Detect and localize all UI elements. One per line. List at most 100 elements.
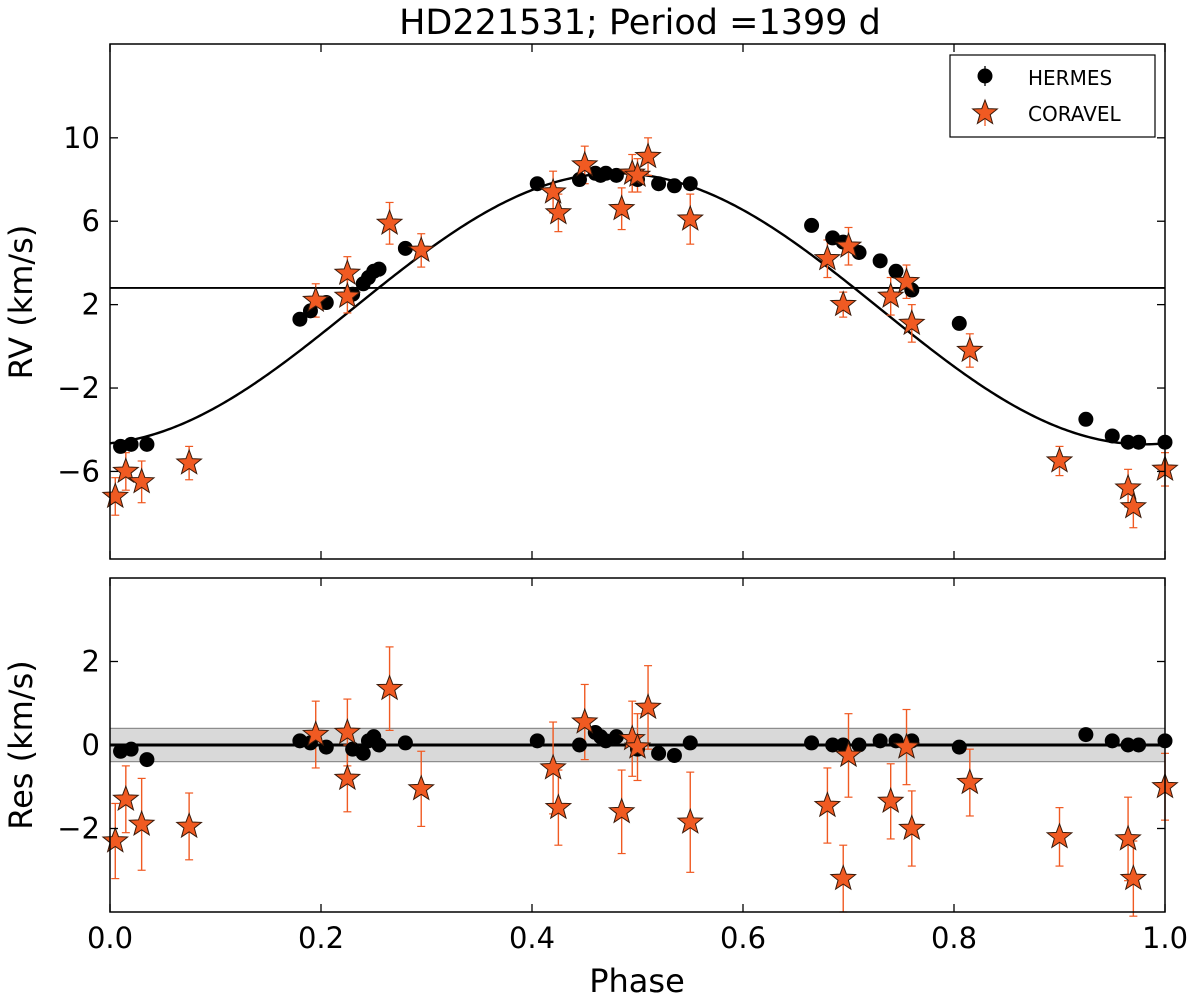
coravel-point bbox=[634, 692, 662, 720]
hermes-point bbox=[371, 261, 387, 277]
coravel-point bbox=[834, 741, 863, 768]
hermes-point bbox=[825, 737, 841, 753]
coravel-point bbox=[623, 732, 652, 759]
legend-label-coravel: CORAVEL bbox=[1028, 102, 1122, 126]
rv-ytick-label: 2 bbox=[82, 288, 100, 322]
legend: HERMES CORAVEL bbox=[949, 54, 1156, 138]
orbit-model-curve bbox=[109, 172, 1166, 446]
hermes-point bbox=[682, 176, 698, 192]
rv-y-axis-label: RV (km/s) bbox=[2, 225, 40, 380]
hermes-point bbox=[872, 253, 888, 269]
residuals-panel: 2 0 −2 Res (km/s) bbox=[2, 577, 1179, 917]
res-ytick-label: 0 bbox=[82, 728, 100, 762]
coravel-point bbox=[333, 281, 362, 308]
coravel-point bbox=[407, 235, 435, 263]
hermes-point bbox=[951, 739, 967, 755]
coravel-point bbox=[1114, 473, 1142, 500]
res-ytick-label: −2 bbox=[57, 812, 100, 846]
hermes-point bbox=[371, 737, 387, 753]
coravel-point bbox=[634, 142, 662, 169]
hermes-point bbox=[1131, 434, 1147, 450]
legend-coravel-marker bbox=[971, 98, 999, 125]
coravel-point bbox=[898, 814, 926, 841]
x-tick-label: 0.8 bbox=[931, 921, 977, 955]
coravel-point bbox=[127, 809, 156, 836]
coravel-point bbox=[1045, 822, 1074, 849]
hermes-point bbox=[666, 747, 682, 763]
hermes-point bbox=[888, 263, 904, 279]
legend-label-hermes: HERMES bbox=[1028, 66, 1112, 90]
coravel-point bbox=[539, 177, 567, 204]
coravel-point bbox=[407, 774, 435, 801]
coravel-point bbox=[834, 231, 863, 258]
rv-ytick-label: −2 bbox=[57, 371, 100, 405]
coravel-point bbox=[956, 768, 984, 795]
coravel-point bbox=[829, 290, 857, 317]
hermes-point bbox=[571, 737, 587, 753]
hermes-point bbox=[571, 172, 587, 188]
hermes-point bbox=[1104, 733, 1120, 749]
hermes-point bbox=[851, 737, 867, 753]
res-ytick-label: 2 bbox=[82, 645, 100, 679]
hermes-point bbox=[651, 745, 667, 761]
x-axis-label: Phase bbox=[589, 962, 685, 1000]
hermes-point bbox=[1131, 737, 1147, 753]
coravel-point bbox=[1119, 864, 1148, 891]
rv-plot-frame bbox=[109, 43, 1166, 560]
coravel-point bbox=[101, 482, 129, 509]
hermes-point bbox=[1104, 428, 1120, 444]
coravel-point bbox=[544, 198, 573, 225]
coravel-point bbox=[607, 194, 636, 221]
coravel-point bbox=[571, 707, 599, 734]
hermes-point bbox=[1120, 737, 1136, 753]
coravel-point bbox=[375, 674, 404, 701]
hermes-point bbox=[397, 735, 413, 751]
coravel-point bbox=[892, 732, 921, 759]
hermes-point bbox=[123, 436, 139, 452]
rv-ytick-label: 10 bbox=[63, 121, 100, 155]
coravel-point bbox=[876, 281, 905, 308]
coravel-point bbox=[607, 797, 636, 824]
hermes-point bbox=[123, 741, 139, 757]
coravel-point bbox=[829, 864, 857, 891]
coravel-point bbox=[175, 448, 203, 475]
coravel-point bbox=[101, 826, 129, 853]
hermes-point bbox=[951, 315, 967, 331]
coravel-point bbox=[892, 267, 921, 294]
coravel-point bbox=[333, 718, 362, 745]
coravel-point bbox=[127, 467, 156, 494]
coravel-point bbox=[1114, 824, 1142, 851]
hermes-point bbox=[1078, 411, 1094, 427]
hermes-point bbox=[139, 436, 155, 452]
chart-title: HD221531; Period =1399 d bbox=[399, 3, 881, 43]
x-tick-label: 0.0 bbox=[87, 921, 133, 955]
coravel-point bbox=[333, 763, 362, 791]
coravel-point bbox=[956, 336, 984, 363]
hermes-point bbox=[1120, 434, 1136, 450]
coravel-point bbox=[876, 786, 905, 814]
hermes-point bbox=[529, 176, 545, 192]
hermes-point bbox=[651, 176, 667, 192]
coravel-point bbox=[1045, 446, 1074, 473]
hermes-point bbox=[804, 217, 820, 233]
hermes-point bbox=[608, 167, 624, 183]
coravel-point bbox=[175, 811, 203, 839]
hermes-point bbox=[529, 733, 545, 749]
x-tick-label: 0.6 bbox=[720, 921, 766, 955]
hermes-point bbox=[804, 735, 820, 751]
hermes-point bbox=[1078, 727, 1094, 743]
hermes-point bbox=[666, 178, 682, 194]
coravel-point bbox=[813, 791, 842, 818]
coravel-point bbox=[333, 258, 362, 286]
x-tick-label: 1.0 bbox=[1142, 921, 1188, 955]
hermes-point bbox=[682, 735, 698, 751]
coravel-point bbox=[302, 720, 330, 747]
hermes-point bbox=[872, 733, 888, 749]
coravel-point bbox=[1119, 492, 1148, 519]
hermes-point bbox=[397, 240, 413, 256]
hermes-point bbox=[608, 729, 624, 745]
hermes-point bbox=[355, 745, 371, 761]
coravel-point bbox=[623, 160, 652, 188]
coravel-point bbox=[676, 204, 704, 231]
